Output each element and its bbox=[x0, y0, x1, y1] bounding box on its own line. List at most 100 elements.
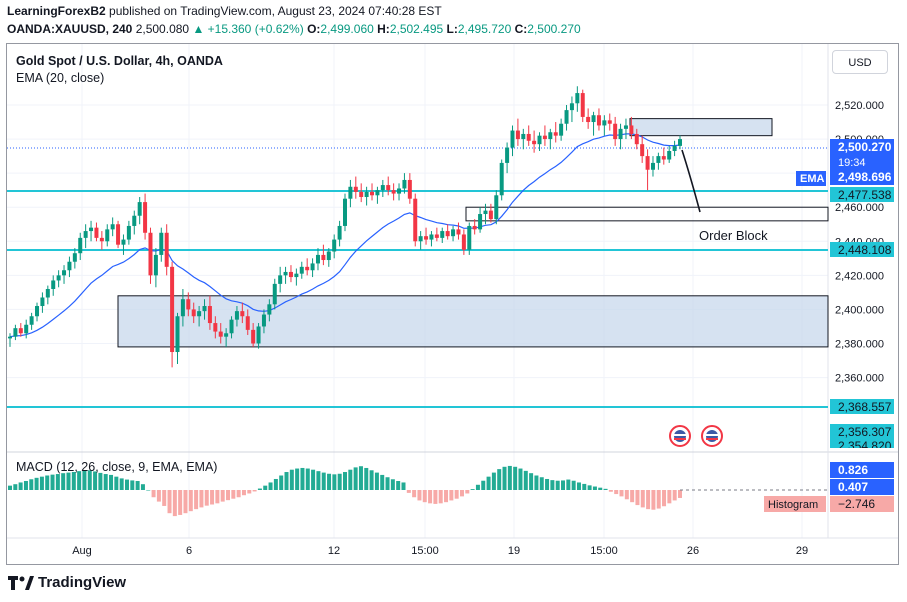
macd-bar bbox=[353, 467, 358, 490]
histogram-name-text: Histogram bbox=[768, 499, 818, 511]
order-block-label: Order Block bbox=[699, 228, 768, 243]
macd-bar bbox=[672, 490, 677, 501]
candle-body bbox=[548, 132, 553, 140]
candle-body bbox=[678, 139, 682, 146]
candle-body bbox=[569, 103, 574, 111]
macd-bar bbox=[497, 469, 502, 490]
candle-body bbox=[29, 316, 34, 325]
macd-bar bbox=[635, 490, 640, 506]
macd-bar bbox=[465, 490, 470, 494]
candle-body bbox=[197, 311, 202, 317]
macd-bar bbox=[507, 465, 512, 490]
ema-tag-text: EMA bbox=[800, 173, 825, 185]
candle-body bbox=[288, 271, 293, 278]
ema-legend[interactable]: EMA (20, close) bbox=[16, 71, 104, 85]
candle-body bbox=[234, 311, 239, 320]
macd-bar bbox=[135, 481, 140, 490]
macd-bar bbox=[71, 472, 76, 490]
publisher-name[interactable]: LearningForexB2 bbox=[7, 4, 106, 18]
candle-body bbox=[645, 156, 650, 170]
macd-bar bbox=[140, 484, 145, 490]
macd-bar bbox=[401, 482, 406, 490]
candle-body bbox=[348, 186, 353, 199]
macd-bar bbox=[34, 477, 39, 490]
candle-body bbox=[229, 319, 234, 334]
macd-bar bbox=[199, 490, 204, 508]
macd-bar bbox=[167, 490, 172, 514]
candle-body bbox=[386, 185, 391, 191]
macd-bar bbox=[529, 473, 534, 490]
macd-bar bbox=[321, 472, 326, 490]
candle-body bbox=[337, 225, 342, 240]
candle-body bbox=[256, 326, 261, 344]
candle-body bbox=[602, 120, 607, 126]
macd-bar bbox=[428, 490, 433, 504]
high-label: H: bbox=[377, 22, 390, 36]
candle-body bbox=[78, 237, 83, 254]
macd-bar bbox=[188, 490, 193, 512]
candle-body bbox=[499, 162, 504, 196]
macd-histogram bbox=[8, 465, 828, 517]
macd-bar bbox=[204, 490, 209, 506]
macd-bar bbox=[18, 482, 23, 490]
candle-body bbox=[559, 123, 564, 136]
macd-bar bbox=[630, 490, 635, 503]
us-flag-icon[interactable] bbox=[669, 425, 691, 447]
macd-bar bbox=[13, 484, 18, 490]
candles bbox=[8, 86, 682, 368]
candle-body bbox=[510, 130, 515, 148]
macd-bar bbox=[422, 490, 427, 503]
time-tick-label: 12 bbox=[328, 545, 340, 557]
macd-value-tag bbox=[830, 462, 894, 478]
macd-bar bbox=[316, 471, 321, 490]
candle-body bbox=[99, 237, 104, 242]
macd-bar bbox=[561, 480, 566, 490]
tradingview-logo[interactable]: TradingView bbox=[8, 574, 126, 591]
time-tick-label: 26 bbox=[687, 545, 699, 557]
candle-body bbox=[56, 275, 61, 281]
close-value: 2,500.270 bbox=[527, 22, 581, 36]
macd-bar bbox=[380, 474, 385, 490]
currency-button[interactable]: USD bbox=[832, 50, 888, 74]
macd-bar bbox=[23, 481, 28, 490]
candle-body bbox=[191, 309, 196, 317]
countdown-tag bbox=[830, 155, 894, 169]
us-flag-icon[interactable] bbox=[701, 425, 723, 447]
macd-bar bbox=[183, 490, 188, 514]
level-d-text: 2,356.307 bbox=[838, 425, 892, 439]
candle-body bbox=[51, 280, 56, 289]
macd-bar bbox=[45, 475, 50, 490]
candle-body bbox=[364, 191, 369, 197]
candle-body bbox=[224, 333, 229, 337]
open-value: 2,499.060 bbox=[320, 22, 374, 36]
candle-body bbox=[137, 202, 142, 216]
price-tick-label: 2,400.000 bbox=[835, 304, 884, 316]
macd-bar bbox=[61, 473, 66, 490]
macd-bar bbox=[539, 477, 544, 490]
candle-body bbox=[13, 328, 18, 337]
candle-body bbox=[575, 93, 580, 104]
candle-body bbox=[299, 266, 304, 274]
macd-bar bbox=[491, 472, 496, 490]
macd-bar bbox=[226, 490, 231, 501]
candle-body bbox=[148, 232, 153, 276]
macd-bar bbox=[231, 490, 236, 499]
candle-body bbox=[505, 147, 510, 163]
candle-body bbox=[413, 198, 418, 242]
candle-body bbox=[607, 120, 612, 124]
candle-body bbox=[618, 128, 623, 140]
candle-body bbox=[143, 202, 148, 233]
macd-legend[interactable]: MACD (12, 26, close, 9, EMA, EMA) bbox=[16, 460, 217, 474]
macd-bar bbox=[210, 490, 215, 505]
macd-bar bbox=[608, 490, 613, 492]
macd-bar bbox=[449, 490, 454, 501]
macd-bar bbox=[412, 490, 417, 498]
candle-body bbox=[278, 275, 283, 284]
open-label: O: bbox=[307, 22, 321, 36]
candle-body bbox=[89, 227, 94, 232]
ema-value-tag bbox=[830, 169, 894, 185]
macd-bar bbox=[396, 481, 401, 490]
macd-bar bbox=[486, 476, 491, 490]
macd-bar bbox=[348, 469, 353, 490]
